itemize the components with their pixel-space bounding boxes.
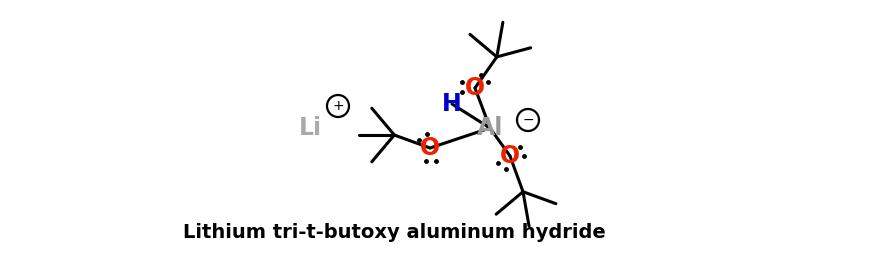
Text: −: − bbox=[522, 113, 533, 127]
Text: Al: Al bbox=[477, 116, 503, 140]
Text: O: O bbox=[500, 144, 520, 168]
Text: Lithium tri-t-butoxy aluminum hydride: Lithium tri-t-butoxy aluminum hydride bbox=[183, 223, 605, 242]
Text: Li: Li bbox=[299, 116, 321, 140]
Text: O: O bbox=[465, 76, 485, 100]
Text: O: O bbox=[420, 136, 440, 160]
Text: +: + bbox=[332, 99, 343, 113]
Text: H: H bbox=[442, 92, 462, 116]
